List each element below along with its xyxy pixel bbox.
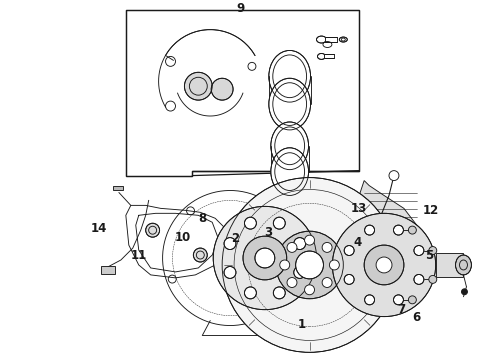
Text: 9: 9	[236, 2, 244, 15]
Text: 12: 12	[422, 204, 439, 217]
Circle shape	[390, 281, 398, 289]
Circle shape	[224, 266, 236, 278]
Circle shape	[280, 260, 290, 270]
Circle shape	[276, 231, 343, 299]
Circle shape	[344, 246, 354, 256]
Circle shape	[222, 177, 397, 352]
Polygon shape	[126, 10, 359, 176]
Circle shape	[344, 274, 354, 284]
Circle shape	[245, 217, 256, 229]
Text: 4: 4	[353, 236, 361, 249]
Circle shape	[329, 260, 340, 270]
Circle shape	[255, 248, 275, 268]
Bar	[324, 54, 334, 58]
Circle shape	[184, 72, 212, 100]
Circle shape	[376, 257, 392, 273]
Circle shape	[294, 266, 306, 278]
Circle shape	[429, 247, 437, 255]
Text: 11: 11	[131, 248, 147, 261]
Ellipse shape	[340, 37, 347, 42]
Circle shape	[322, 278, 332, 288]
Polygon shape	[357, 181, 421, 275]
Bar	[101, 266, 115, 274]
Circle shape	[462, 289, 467, 295]
Circle shape	[146, 223, 160, 237]
Circle shape	[414, 246, 424, 256]
Circle shape	[414, 274, 424, 284]
Text: 6: 6	[413, 311, 421, 324]
Circle shape	[429, 275, 437, 283]
Text: 2: 2	[231, 231, 239, 245]
Circle shape	[214, 242, 246, 274]
Bar	[436, 253, 464, 277]
Circle shape	[273, 287, 285, 299]
Circle shape	[287, 278, 297, 288]
Text: 8: 8	[198, 212, 206, 225]
Circle shape	[305, 235, 315, 245]
Bar	[113, 185, 123, 190]
Ellipse shape	[317, 36, 326, 43]
Bar	[325, 37, 337, 41]
Circle shape	[295, 251, 323, 279]
Ellipse shape	[269, 78, 311, 130]
Circle shape	[364, 245, 404, 285]
Circle shape	[365, 295, 374, 305]
Ellipse shape	[271, 122, 309, 170]
Ellipse shape	[269, 50, 311, 102]
Text: 10: 10	[174, 231, 191, 244]
Circle shape	[393, 225, 403, 235]
Text: 5: 5	[425, 248, 433, 261]
Circle shape	[245, 287, 256, 299]
Text: 1: 1	[297, 318, 306, 331]
Circle shape	[273, 217, 285, 229]
Circle shape	[224, 238, 236, 249]
Ellipse shape	[318, 53, 325, 59]
Circle shape	[393, 295, 403, 305]
Circle shape	[211, 78, 233, 100]
Circle shape	[213, 206, 317, 310]
Circle shape	[294, 238, 306, 249]
Circle shape	[408, 296, 416, 304]
Circle shape	[305, 285, 315, 295]
Text: 3: 3	[264, 226, 272, 239]
Polygon shape	[126, 206, 225, 278]
Circle shape	[365, 225, 374, 235]
Circle shape	[243, 236, 287, 280]
Circle shape	[287, 242, 297, 252]
Circle shape	[332, 213, 436, 316]
Circle shape	[194, 248, 207, 262]
Circle shape	[322, 242, 332, 252]
Ellipse shape	[456, 255, 471, 275]
Text: 7: 7	[397, 303, 405, 316]
Text: 14: 14	[91, 222, 107, 235]
Circle shape	[408, 226, 416, 234]
Text: 13: 13	[351, 202, 368, 215]
Ellipse shape	[271, 148, 309, 195]
Circle shape	[389, 171, 399, 181]
